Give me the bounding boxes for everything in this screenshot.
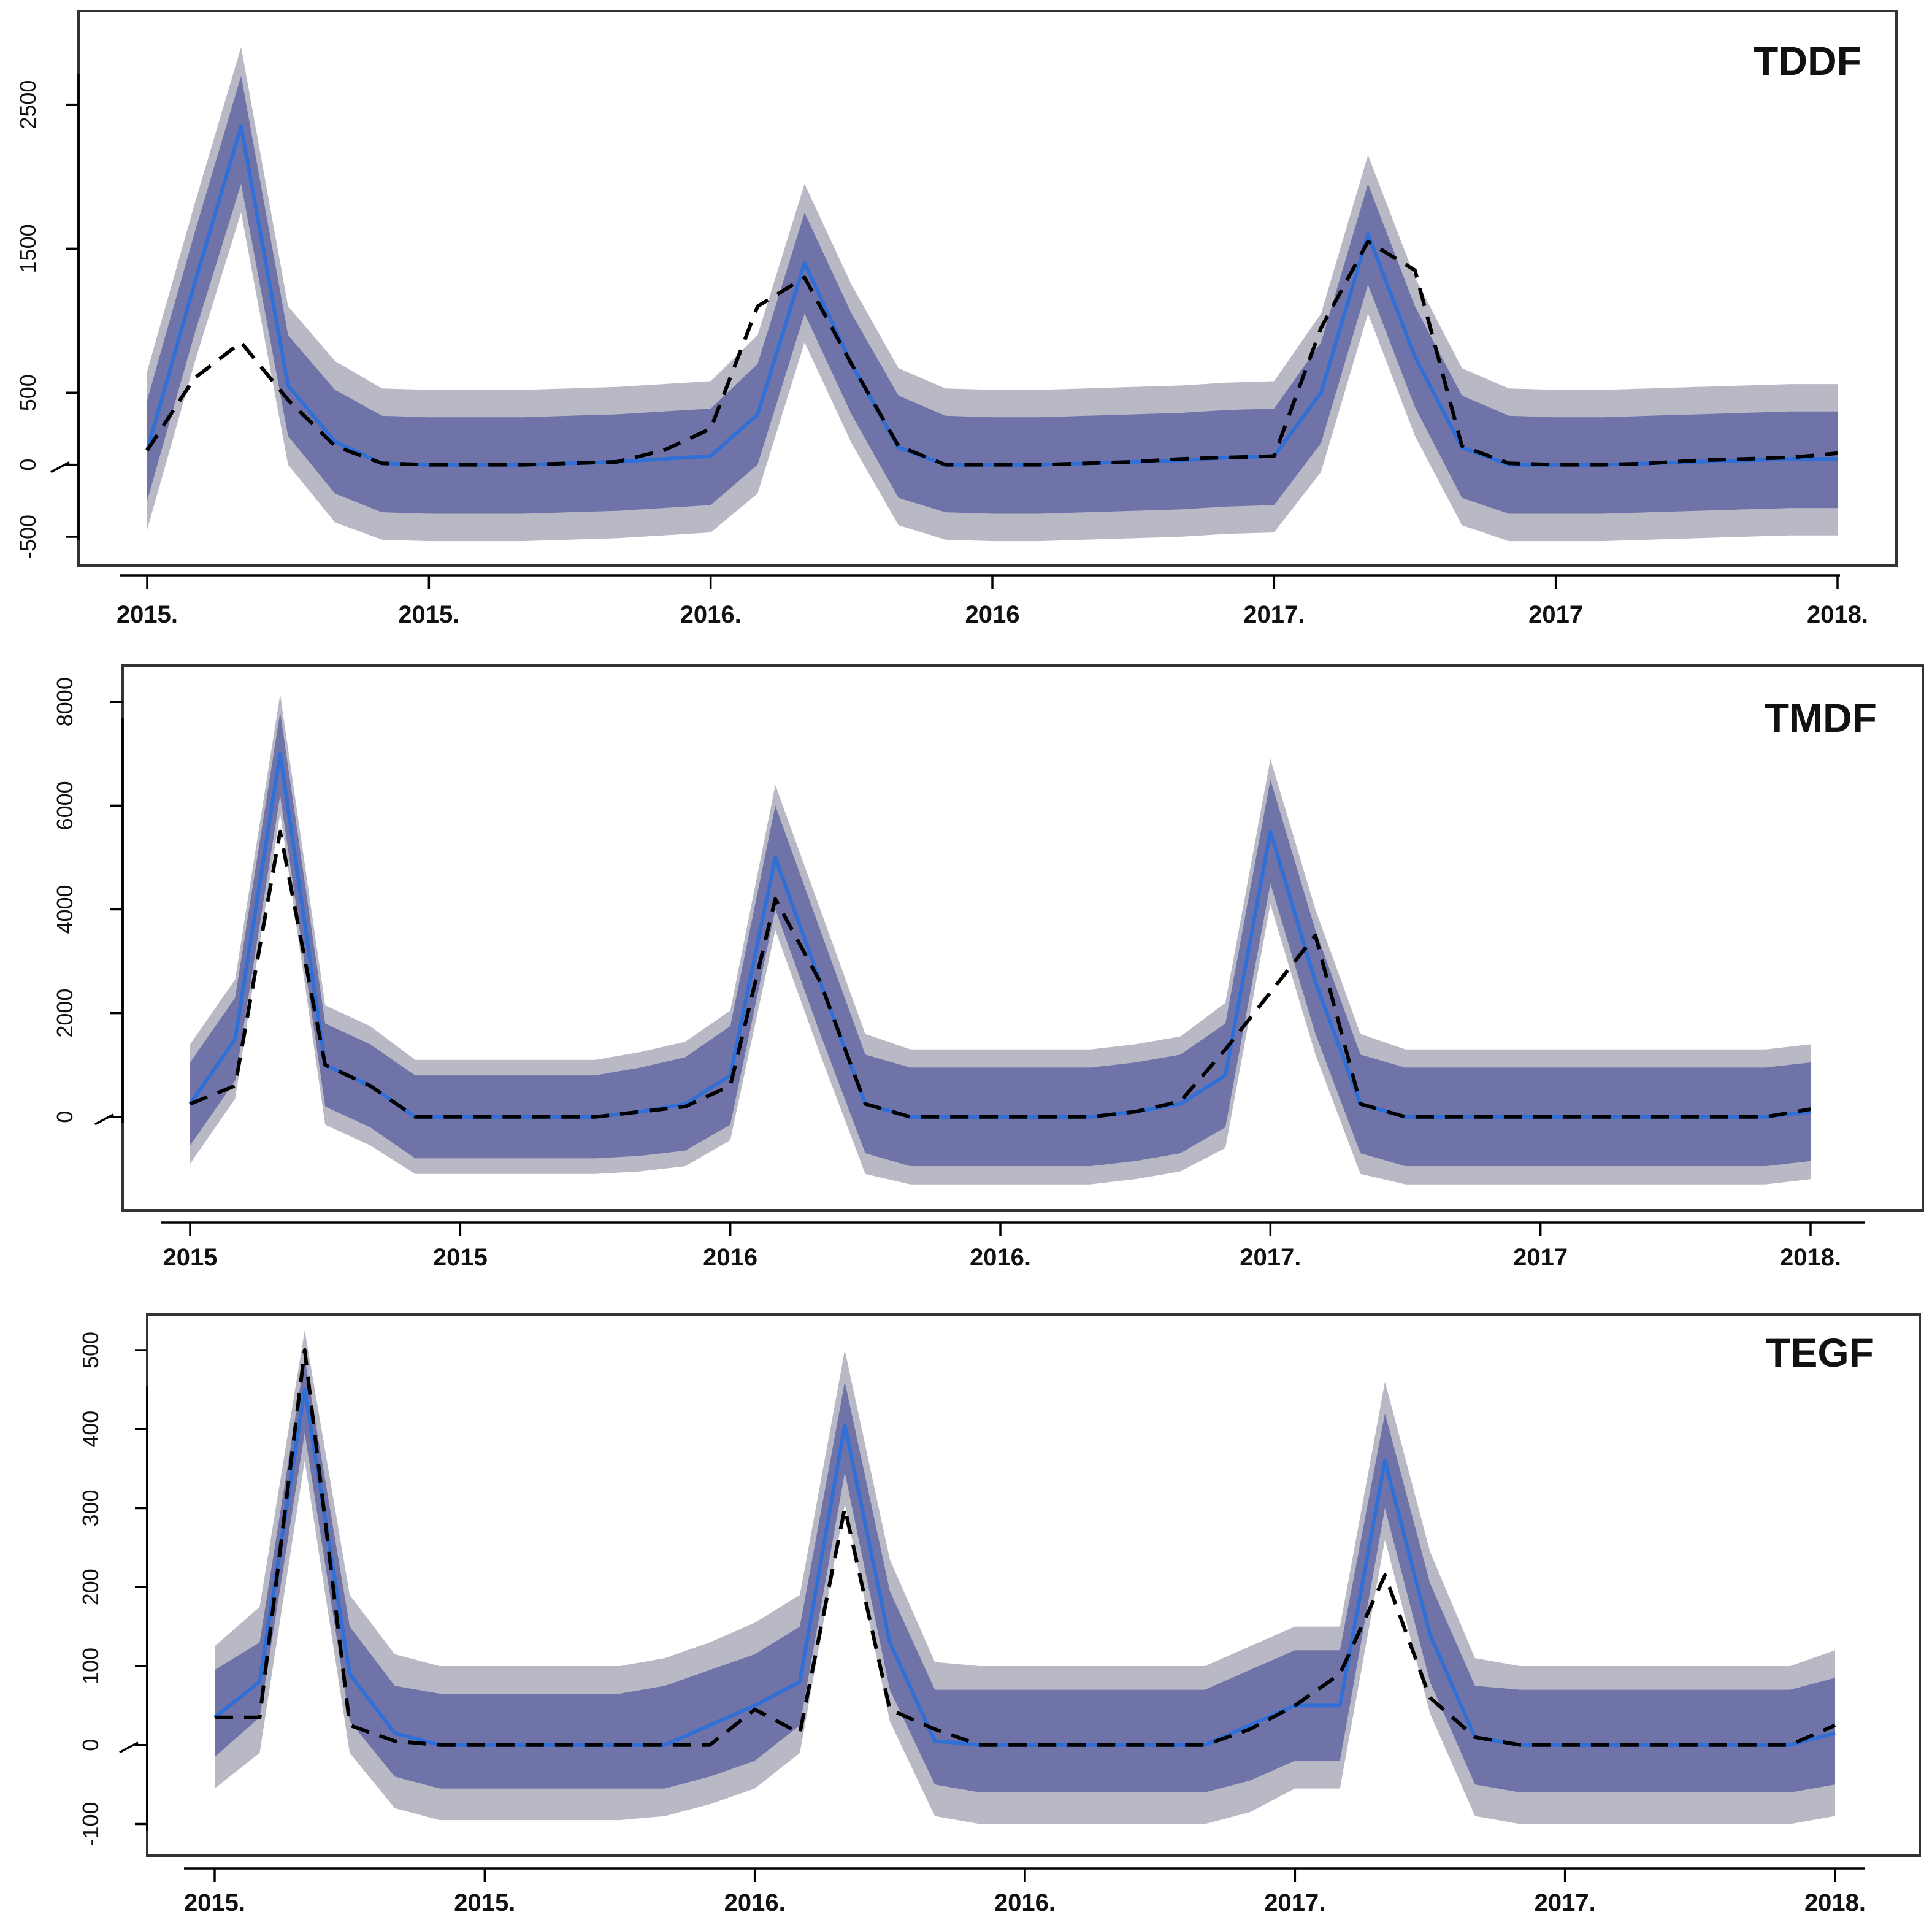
- y-tick-label: 500: [15, 374, 40, 411]
- panel-tegf: TEGF -100 0 100 200 300 400 500 2015. 2015. 2016…: [78, 1313, 1921, 1916]
- x-tick-label: 2016: [703, 1244, 757, 1271]
- interval-bands-tmdf: [190, 694, 1811, 1185]
- x-tick-label: 2016.: [994, 1889, 1056, 1916]
- y-tick-label: 200: [78, 1569, 103, 1605]
- x-tick-label: 2016: [965, 601, 1020, 628]
- y-axis-tegf: -100 0 100 200 300 400 500: [78, 1332, 148, 1846]
- x-tick-label: 2017.: [1243, 601, 1305, 628]
- y-tick-label: 0: [15, 459, 40, 471]
- x-tick-label: 2016.: [680, 601, 742, 628]
- y-axis-tddf: -500 0 500 1500 2500: [15, 74, 80, 559]
- band-80-tegf: [215, 1357, 1835, 1792]
- x-tick-label: 2015.: [117, 601, 178, 628]
- y-tick-label: 400: [78, 1411, 103, 1448]
- x-tick-label: 2015: [433, 1244, 488, 1271]
- x-tick-label: 2018.: [1807, 601, 1868, 628]
- x-tick-label: 2015.: [454, 1889, 515, 1916]
- actual-line-tmdf: [189, 829, 1811, 1119]
- band-80-tmdf: [190, 712, 1811, 1167]
- x-tick-label: 2017.: [1264, 1889, 1325, 1916]
- y-tick-label: 1500: [15, 224, 40, 273]
- axis-break-mark: [50, 461, 70, 474]
- forecast-line-tddf: [145, 124, 1838, 467]
- axis-break-mark: [119, 1741, 139, 1754]
- band-95-tmdf: [190, 694, 1811, 1185]
- axis-break-mark: [94, 1113, 114, 1126]
- x-tick-label: 2016.: [724, 1889, 786, 1916]
- y-tick-label: 2000: [52, 989, 77, 1038]
- y-tick-label: 500: [78, 1332, 103, 1369]
- y-tick-label: 100: [78, 1648, 103, 1684]
- x-tick-label: 2017: [1528, 601, 1583, 628]
- chart-title-tmdf: TMDF: [1765, 695, 1877, 740]
- y-tick-label: 2500: [15, 80, 40, 129]
- actual-line-tegf: [215, 1348, 1836, 1747]
- x-tick-label: 2017.: [1240, 1244, 1301, 1271]
- x-tick-label: 2017.: [1535, 1889, 1596, 1916]
- y-tick-label: -500: [15, 515, 40, 559]
- y-tick-label: 0: [78, 1739, 103, 1751]
- x-tick-label: 2016.: [970, 1244, 1031, 1271]
- y-tick-label: -100: [78, 1802, 103, 1846]
- y-tick-label: 300: [78, 1489, 103, 1526]
- chart-title-tddf: TDDF: [1754, 38, 1861, 83]
- x-tick-label: 2015.: [398, 601, 459, 628]
- chart-title-tegf: TEGF: [1766, 1330, 1874, 1375]
- y-tick-label: 8000: [52, 677, 77, 726]
- interval-bands-tegf: [215, 1330, 1835, 1824]
- x-axis-tmdf: 2015 2015 2016 2016. 2017. 2017 2018.: [161, 1221, 1865, 1271]
- y-tick-label: 6000: [52, 781, 77, 830]
- band-80-tddf: [147, 75, 1838, 514]
- x-tick-label: 2018.: [1804, 1889, 1866, 1916]
- panel-tmdf: TMDF 0 2000 4000 6000 8000 2015 2015 2016 2016.…: [52, 664, 1924, 1271]
- x-tick-label: 2017: [1513, 1244, 1568, 1271]
- x-tick-label: 2018.: [1780, 1244, 1841, 1271]
- y-tick-label: 4000: [52, 885, 77, 934]
- x-axis-tegf: 2015. 2015. 2016. 2016. 2017. 2017. 2018.: [184, 1867, 1866, 1916]
- x-tick-label: 2015: [163, 1244, 218, 1271]
- interval-bands-tddf: [147, 47, 1838, 542]
- x-axis-tddf: 2015. 2015. 2016. 2016 2017. 2017 2018.: [117, 574, 1868, 628]
- x-tick-label: 2015.: [184, 1889, 245, 1916]
- y-tick-label: 0: [52, 1111, 77, 1123]
- y-axis-tmdf: 0 2000 4000 6000 8000: [52, 677, 124, 1126]
